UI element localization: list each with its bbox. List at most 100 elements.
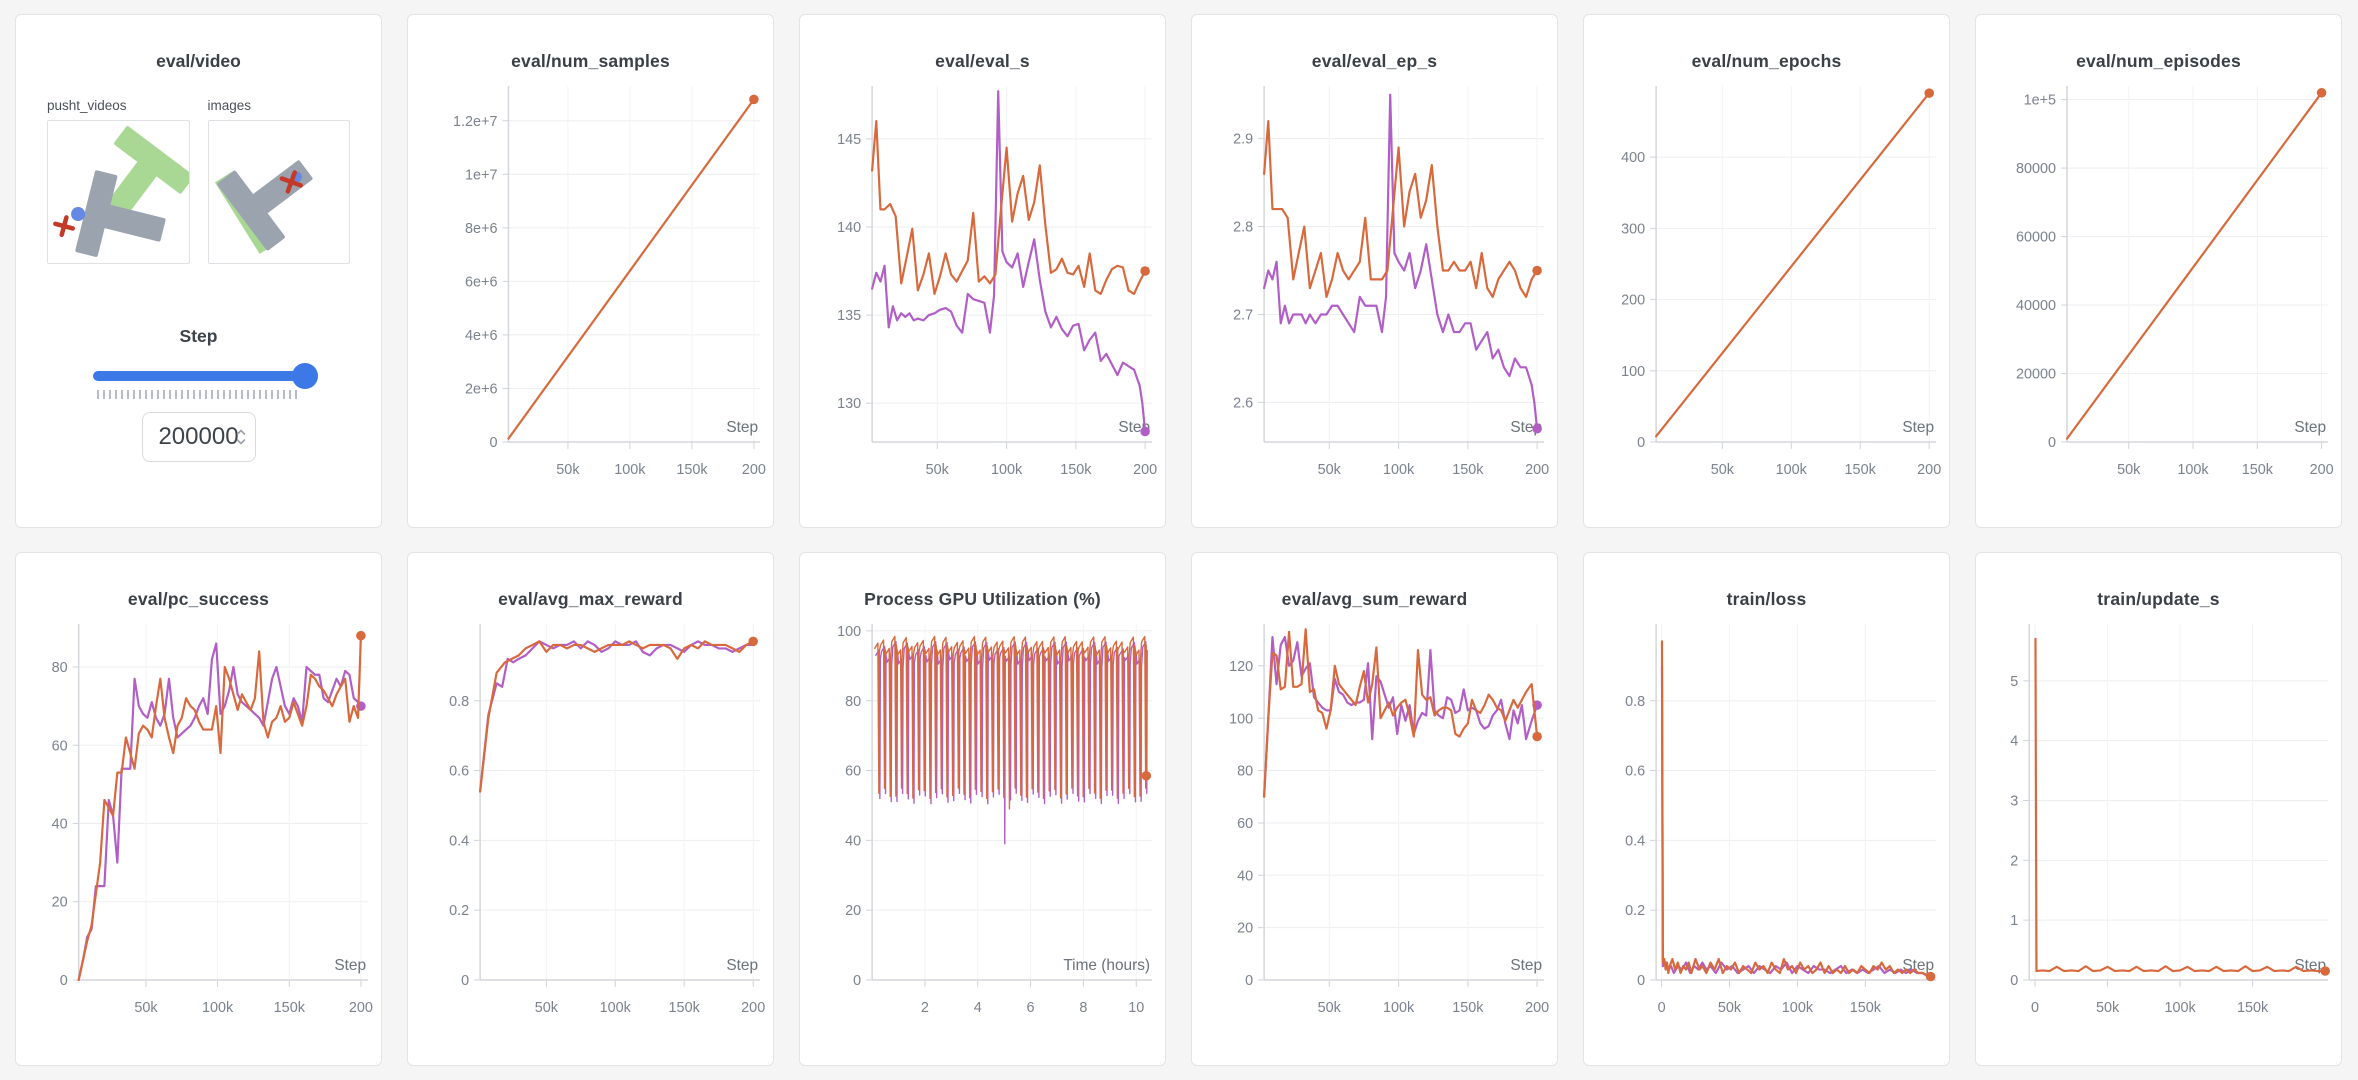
svg-text:Step: Step [334, 957, 366, 974]
chart-canvas: 0 20 40 60 80 50k 100k 150k 200 Step [52, 623, 373, 1016]
media-thumbnails: pusht_videos [16, 98, 381, 264]
svg-text:Time (hours): Time (hours) [1063, 957, 1150, 974]
svg-text:1: 1 [2010, 913, 2018, 929]
chart-plot[interactable]: 0 100 200 300 400 50k 100k 150k 200 Step [1584, 76, 1949, 514]
panel-eval-num-epochs: eval/num_epochs 0 100 200 300 400 50k 100k 150k… [1583, 14, 1950, 528]
stepper-down-icon[interactable] [236, 439, 246, 446]
chart-plot[interactable]: 0 2e+6 4e+6 6e+6 8e+6 1e+7 1.2e+7 50k 100k 150k 20… [408, 76, 773, 514]
panel-title: eval/video [156, 51, 241, 71]
svg-text:50k: 50k [535, 1000, 559, 1016]
svg-text:200: 200 [1525, 462, 1549, 478]
images-scene [214, 160, 313, 254]
gray-tee-icon [216, 160, 313, 251]
step-slider-thumb[interactable] [291, 363, 318, 389]
svg-text:130: 130 [837, 396, 861, 412]
svg-text:0.8: 0.8 [1625, 694, 1645, 710]
svg-text:200: 200 [1621, 293, 1645, 309]
svg-text:1.2e+7: 1.2e+7 [453, 114, 497, 130]
thumbnail-pusht-videos: pusht_videos [47, 98, 190, 264]
panel-eval-avg-max-reward: eval/avg_max_reward 0 0.2 0.4 0.6 0.8 50k 100k… [407, 552, 774, 1066]
svg-text:145: 145 [837, 132, 861, 148]
chart-plot[interactable]: 130 135 140 145 50k 100k 150k 200 Step [800, 76, 1165, 514]
svg-text:100: 100 [1621, 364, 1645, 380]
svg-text:10: 10 [1128, 1000, 1144, 1016]
chart-plot[interactable]: 0 20 40 60 80 100 120 50k 100k 150k 200 Step [1192, 614, 1557, 1052]
svg-text:50k: 50k [1318, 462, 1342, 478]
step-slider-label: Step [179, 326, 218, 346]
chart-plot[interactable]: 2.6 2.7 2.8 2.9 50k 100k 150k 200 Step [1192, 76, 1557, 514]
svg-text:0.6: 0.6 [449, 764, 469, 780]
svg-text:50k: 50k [134, 1000, 158, 1016]
svg-text:120: 120 [1229, 659, 1253, 675]
panel-gpu-utilization: Process GPU Utilization (%) 0 20 40 60 80 100… [799, 552, 1166, 1066]
svg-text:6: 6 [1027, 1000, 1035, 1016]
svg-text:200: 200 [2310, 462, 2334, 478]
chart-title: eval/avg_sum_reward [1281, 589, 1468, 609]
svg-text:6e+6: 6e+6 [465, 274, 497, 290]
green-tee-icon [103, 126, 189, 222]
panel-train-loss: train/loss 0 0.2 0.4 0.6 0.8 0 50k 100k 150k Step [1583, 552, 1950, 1066]
svg-text:50k: 50k [2096, 1000, 2120, 1016]
svg-text:100: 100 [1229, 711, 1253, 727]
panel-eval-eval-ep-s: eval/eval_ep_s 2.6 2.7 2.8 2.9 50k 100k 150k 20… [1191, 14, 1558, 528]
svg-text:150k: 150k [1845, 462, 1877, 478]
step-slider[interactable] [92, 363, 318, 389]
pusht-video-frame[interactable] [47, 120, 190, 264]
panel-eval-eval-s: eval/eval_s 130 135 140 145 50k 100k 150k 200 St… [799, 14, 1166, 528]
chart-plot[interactable]: 0 20 40 60 80 50k 100k 150k 200 Step [16, 614, 381, 1052]
svg-text:100k: 100k [1383, 1000, 1415, 1016]
svg-text:2.8: 2.8 [1233, 220, 1253, 236]
svg-text:100k: 100k [600, 1000, 632, 1016]
chart-title: eval/pc_success [127, 589, 270, 609]
svg-text:100k: 100k [202, 1000, 234, 1016]
svg-text:Step: Step [726, 957, 758, 974]
step-slider-track[interactable] [92, 371, 305, 381]
svg-text:200: 200 [742, 462, 766, 478]
step-number-input[interactable]: 200000 [141, 412, 256, 462]
svg-text:60: 60 [52, 738, 68, 754]
chart-plot[interactable]: 0 0.2 0.4 0.6 0.8 50k 100k 150k 200 Step [408, 614, 773, 1052]
panel-eval-pc-success: eval/pc_success 0 20 40 60 80 50k 100k 150k 200 S… [15, 552, 382, 1066]
thumbnail-label: pusht_videos [47, 98, 127, 113]
svg-text:100k: 100k [614, 462, 646, 478]
svg-text:200: 200 [1525, 1000, 1549, 1016]
chart-plot[interactable]: 0 0.2 0.4 0.6 0.8 0 50k 100k 150k Step [1584, 614, 1949, 1052]
panel-eval-avg-sum-reward: eval/avg_sum_reward 0 20 40 60 80 100 120 50k 10… [1191, 552, 1558, 1066]
svg-text:140: 140 [837, 220, 861, 236]
panel-train-update-s: train/update_s 0 1 2 3 4 5 0 50k 100k 150k Step [1975, 552, 2342, 1066]
chart-title: Process GPU Utilization (%) [864, 589, 1101, 609]
chart-canvas: 0 20000 40000 60000 80000 1e+5 50k 100k 150k 200 S… [2016, 85, 2334, 478]
chart-plot[interactable]: 0 20000 40000 60000 80000 1e+5 50k 100k 150k 200 S… [1976, 76, 2341, 514]
svg-text:2: 2 [921, 1000, 929, 1016]
svg-text:80000: 80000 [2016, 161, 2056, 177]
svg-text:200: 200 [1133, 462, 1157, 478]
svg-text:80: 80 [845, 694, 861, 710]
stepper-up-icon[interactable] [236, 429, 246, 436]
svg-text:100k: 100k [2164, 1000, 2196, 1016]
svg-text:50k: 50k [926, 462, 950, 478]
svg-text:0.2: 0.2 [1625, 903, 1645, 919]
svg-text:0.4: 0.4 [1625, 833, 1645, 849]
svg-text:2.6: 2.6 [1233, 395, 1253, 411]
images-frame[interactable] [207, 120, 350, 264]
chart-title: eval/eval_s [935, 51, 1030, 71]
chart-canvas: 0 100 200 300 400 50k 100k 150k 200 Step [1621, 85, 1941, 478]
svg-text:0: 0 [2048, 435, 2056, 451]
svg-text:150k: 150k [1850, 1000, 1882, 1016]
svg-text:2.7: 2.7 [1233, 308, 1253, 324]
svg-text:0: 0 [1637, 973, 1645, 989]
svg-text:0: 0 [461, 973, 469, 989]
svg-text:0: 0 [489, 435, 497, 451]
chart-plot[interactable]: 0 20 40 60 80 100 2 4 6 8 10 Time (hours) [800, 614, 1165, 1052]
gray-tee-icon [75, 170, 166, 257]
svg-text:Step: Step [2294, 419, 2326, 436]
svg-text:2e+6: 2e+6 [465, 382, 497, 398]
svg-text:100: 100 [837, 624, 861, 640]
svg-text:8e+6: 8e+6 [465, 221, 497, 237]
svg-text:Step: Step [726, 419, 758, 436]
svg-text:2.9: 2.9 [1233, 132, 1253, 148]
chart-plot[interactable]: 0 1 2 3 4 5 0 50k 100k 150k Step [1976, 614, 2341, 1052]
target-cross-icon [53, 215, 76, 238]
